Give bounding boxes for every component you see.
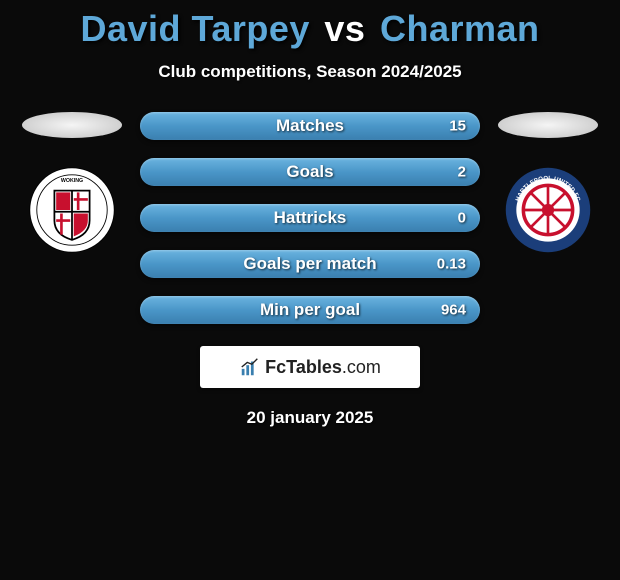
stat-bar-min-per-goal: Min per goal 964 xyxy=(140,296,480,324)
stat-value-right: 2 xyxy=(458,164,466,181)
brand-prefix: Fc xyxy=(265,357,286,377)
chart-icon xyxy=(239,356,261,378)
stat-label: Goals per match xyxy=(243,254,376,274)
right-side: HARTLEPOOL UNITED FC xyxy=(498,112,598,254)
stat-label: Goals xyxy=(286,162,333,182)
stat-bar-goals: Goals 2 xyxy=(140,158,480,186)
stat-value-right: 0.13 xyxy=(437,256,466,273)
comparison-title: David Tarpey vs Charman xyxy=(0,0,620,50)
stat-bar-matches: Matches 15 xyxy=(140,112,480,140)
player1-club-crest: WOKING xyxy=(28,166,116,254)
stat-value-right: 964 xyxy=(441,302,466,319)
stat-value-right: 0 xyxy=(458,210,466,227)
stat-label: Min per goal xyxy=(260,300,360,320)
stat-label: Hattricks xyxy=(274,208,347,228)
player2-name: Charman xyxy=(380,8,540,49)
player1-name: David Tarpey xyxy=(80,8,309,49)
attribution-text: FcTables.com xyxy=(265,357,381,378)
stat-label: Matches xyxy=(276,116,344,136)
player1-avatar-placeholder xyxy=(22,112,122,138)
stat-bar-hattricks: Hattricks 0 xyxy=(140,204,480,232)
svg-text:WOKING: WOKING xyxy=(61,178,83,184)
stat-bar-goals-per-match: Goals per match 0.13 xyxy=(140,250,480,278)
player2-avatar-placeholder xyxy=(498,112,598,138)
date-label: 20 january 2025 xyxy=(0,408,620,428)
stat-value-right: 15 xyxy=(449,118,466,135)
brand-main: Tables xyxy=(286,357,342,377)
subtitle: Club competitions, Season 2024/2025 xyxy=(0,62,620,82)
left-side: WOKING xyxy=(22,112,122,254)
vs-separator: vs xyxy=(324,8,365,49)
stat-bars: Matches 15 Goals 2 Hattricks 0 Goals per… xyxy=(140,112,480,324)
player2-club-crest: HARTLEPOOL UNITED FC xyxy=(504,166,592,254)
main-layout: WOKING Matches 15 Goals 2 Hattricks 0 xyxy=(0,112,620,324)
brand-suffix: .com xyxy=(342,357,381,377)
attribution-badge: FcTables.com xyxy=(200,346,420,388)
